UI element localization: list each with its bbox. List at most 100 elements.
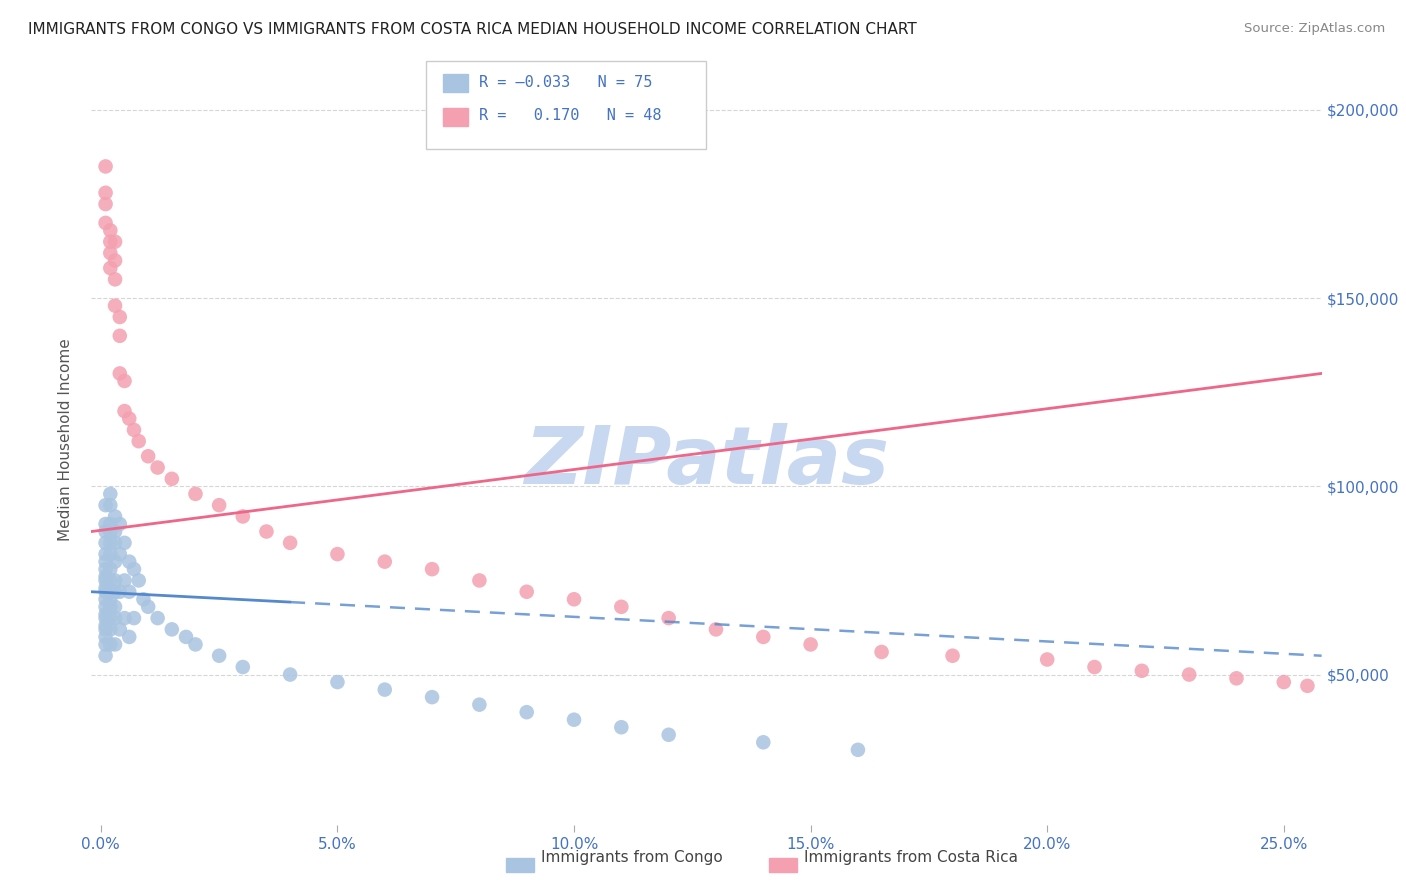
Point <box>94 623 117 637</box>
Point <box>104 555 127 569</box>
Point <box>610 720 633 734</box>
Point <box>108 584 131 599</box>
Point <box>122 423 145 437</box>
Point <box>104 524 127 539</box>
Point <box>98 599 121 614</box>
Point <box>94 562 117 576</box>
Text: Immigrants from Congo: Immigrants from Congo <box>541 850 723 865</box>
Point <box>184 637 207 651</box>
Point <box>118 584 141 599</box>
Point <box>118 555 141 569</box>
Point <box>846 743 869 757</box>
Point <box>1296 679 1319 693</box>
Point <box>94 607 117 622</box>
Point <box>658 611 681 625</box>
Point <box>94 516 117 531</box>
Point <box>610 599 633 614</box>
Point <box>98 562 121 576</box>
Point <box>94 160 117 174</box>
Point <box>160 623 183 637</box>
Point <box>104 599 127 614</box>
Point <box>1272 675 1295 690</box>
Point <box>94 618 117 632</box>
Point <box>94 584 117 599</box>
Point <box>114 536 136 550</box>
Point <box>256 524 278 539</box>
Point <box>94 574 117 588</box>
Point <box>104 235 127 249</box>
Point <box>114 404 136 418</box>
Point <box>98 261 121 276</box>
Point <box>420 562 443 576</box>
Point <box>98 574 121 588</box>
Point <box>118 630 141 644</box>
Point <box>136 449 159 463</box>
Point <box>752 735 775 749</box>
Point <box>104 536 127 550</box>
Point <box>146 611 169 625</box>
Point <box>98 524 121 539</box>
Point <box>104 299 127 313</box>
Point <box>98 547 121 561</box>
Point <box>94 599 117 614</box>
Point <box>184 487 207 501</box>
Point <box>108 516 131 531</box>
Point <box>98 235 121 249</box>
Point <box>114 611 136 625</box>
Point <box>208 648 231 663</box>
Text: Source: ZipAtlas.com: Source: ZipAtlas.com <box>1244 22 1385 36</box>
Point <box>94 630 117 644</box>
Point <box>1130 664 1153 678</box>
Point <box>94 581 117 595</box>
Point <box>108 623 131 637</box>
Point <box>800 637 823 651</box>
Point <box>516 584 538 599</box>
Point <box>104 574 127 588</box>
Point <box>562 592 585 607</box>
Point <box>278 667 301 681</box>
Point <box>1178 667 1201 681</box>
Point <box>232 509 254 524</box>
Text: ZIPatlas: ZIPatlas <box>524 424 889 501</box>
Point <box>108 547 131 561</box>
Point <box>326 675 349 690</box>
Point <box>128 574 150 588</box>
Point <box>94 648 117 663</box>
Point <box>232 660 254 674</box>
Point <box>94 637 117 651</box>
Point <box>98 623 121 637</box>
Point <box>108 310 131 324</box>
Point <box>94 570 117 584</box>
Point <box>98 223 121 237</box>
Point <box>98 611 121 625</box>
Point <box>94 592 117 607</box>
Point <box>136 599 159 614</box>
Point <box>98 637 121 651</box>
Point <box>98 516 121 531</box>
Point <box>98 246 121 260</box>
Point <box>146 460 169 475</box>
Point <box>658 728 681 742</box>
Point <box>468 698 491 712</box>
Point <box>104 272 127 286</box>
Text: Immigrants from Costa Rica: Immigrants from Costa Rica <box>804 850 1018 865</box>
Point <box>1083 660 1105 674</box>
Point <box>94 524 117 539</box>
Point <box>98 487 121 501</box>
Point <box>122 611 145 625</box>
Point <box>108 328 131 343</box>
Point <box>1036 652 1059 666</box>
Point <box>114 374 136 388</box>
Point <box>104 584 127 599</box>
Point <box>118 411 141 425</box>
Point <box>94 536 117 550</box>
Text: IMMIGRANTS FROM CONGO VS IMMIGRANTS FROM COSTA RICA MEDIAN HOUSEHOLD INCOME CORR: IMMIGRANTS FROM CONGO VS IMMIGRANTS FROM… <box>28 22 917 37</box>
Point <box>208 498 231 512</box>
Point <box>104 637 127 651</box>
Point <box>752 630 775 644</box>
Point <box>94 547 117 561</box>
Point <box>562 713 585 727</box>
Point <box>94 216 117 230</box>
Point <box>941 648 963 663</box>
Y-axis label: Median Household Income: Median Household Income <box>58 338 73 541</box>
